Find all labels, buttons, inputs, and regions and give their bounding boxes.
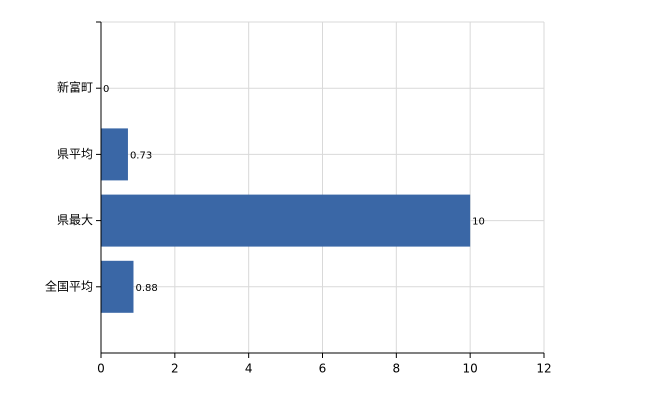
x-tick-label: 10 [463,362,478,376]
y-tick-label: 新富町 [57,80,93,95]
bar [101,194,471,247]
y-tick-label: 全国平均 [45,278,93,293]
x-tick-label: 4 [245,362,253,376]
x-tick-label: 6 [319,362,327,376]
value-label: 0.73 [130,150,152,161]
x-tick-label: 2 [171,362,179,376]
y-tick-label: 県平均 [57,147,93,161]
value-label: 0.88 [135,283,157,294]
value-label: 0 [103,84,109,95]
bar [101,128,128,181]
y-tick-label: 県最大 [57,213,93,227]
value-label: 10 [472,217,485,228]
x-tick-label: 12 [536,362,551,376]
x-tick-label: 0 [97,362,105,376]
bar [101,260,134,313]
x-tick-label: 8 [393,362,401,376]
